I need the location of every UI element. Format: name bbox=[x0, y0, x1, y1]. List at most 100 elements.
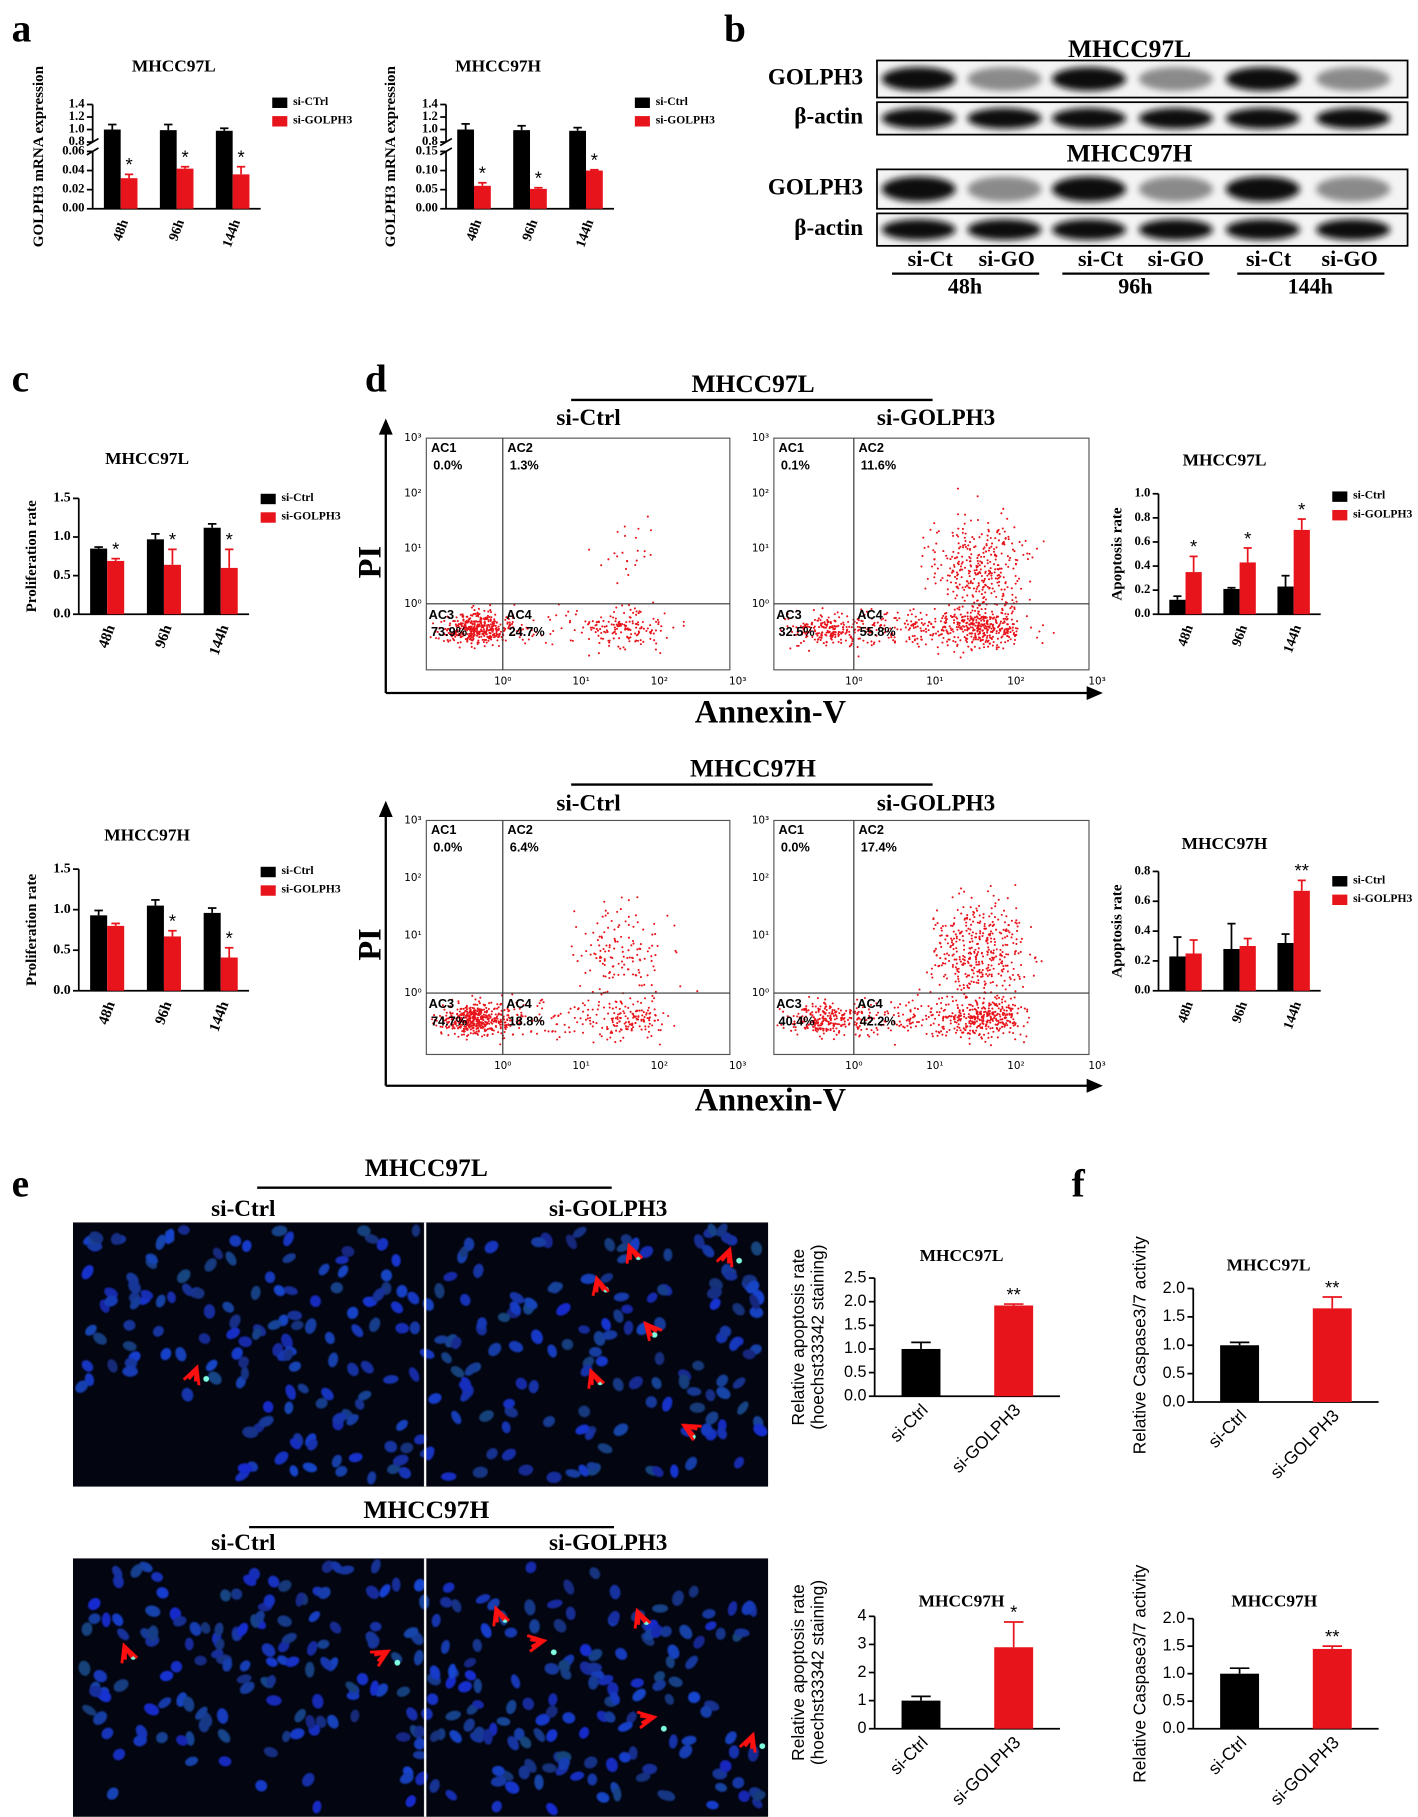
quadrant-value: 0.0% bbox=[433, 457, 462, 472]
flow-dot bbox=[484, 616, 487, 619]
flow-dot bbox=[470, 630, 473, 633]
flow-dot bbox=[958, 1015, 961, 1018]
flow-dot bbox=[1000, 954, 1004, 957]
flow-dot bbox=[611, 965, 614, 968]
nucleus bbox=[563, 1579, 575, 1595]
flow-dot bbox=[966, 914, 969, 917]
flow-dot bbox=[575, 609, 578, 612]
nucleus bbox=[578, 1464, 589, 1477]
flow-dot bbox=[482, 1019, 485, 1022]
flow-dot bbox=[1001, 951, 1004, 954]
nucleus bbox=[445, 1789, 457, 1801]
flow-dot bbox=[598, 935, 601, 938]
flow-dot bbox=[989, 567, 992, 570]
flow-dot bbox=[963, 619, 966, 622]
flow-dot bbox=[988, 1019, 991, 1022]
legend-label: si-Ctrl bbox=[1353, 873, 1386, 886]
flow-dot bbox=[452, 1025, 455, 1029]
nucleus bbox=[565, 1606, 576, 1621]
flow-dot bbox=[809, 626, 812, 629]
flow-dot bbox=[931, 638, 934, 641]
nucleus bbox=[501, 1421, 511, 1434]
flow-dot bbox=[825, 644, 828, 647]
flow-dot bbox=[908, 1020, 911, 1023]
flow-dot bbox=[791, 630, 794, 634]
flow-dot bbox=[930, 623, 933, 626]
flow-dot bbox=[994, 1017, 997, 1020]
flow-dot bbox=[988, 625, 991, 628]
flow-dot bbox=[619, 622, 622, 626]
error-bar bbox=[168, 548, 177, 565]
flow-dot bbox=[860, 619, 863, 622]
nucleus bbox=[81, 1622, 93, 1636]
nucleus bbox=[630, 1678, 644, 1688]
flow-dot bbox=[476, 627, 479, 630]
nucleus bbox=[575, 1424, 590, 1435]
flow-dot bbox=[1009, 1007, 1012, 1010]
flow-dot bbox=[969, 1003, 972, 1006]
nucleus bbox=[156, 1587, 169, 1599]
flow-dot bbox=[825, 641, 828, 644]
arrowhead bbox=[369, 1649, 391, 1668]
flow-dot bbox=[1006, 970, 1009, 973]
flow-dot bbox=[990, 959, 993, 962]
flow-dot bbox=[960, 988, 963, 991]
flow-dot bbox=[478, 1011, 481, 1014]
flow-dot bbox=[992, 949, 995, 952]
error-bar bbox=[534, 186, 543, 189]
flow-dot bbox=[978, 614, 981, 617]
flow-dot bbox=[996, 994, 999, 997]
flow-dot bbox=[820, 625, 823, 628]
nucleus bbox=[231, 1347, 243, 1360]
bar bbox=[107, 925, 125, 991]
flow-dot bbox=[967, 1016, 970, 1019]
flow-dot bbox=[841, 1023, 844, 1026]
flow-dot bbox=[638, 947, 641, 950]
nucleus bbox=[289, 1438, 301, 1450]
flow-dot bbox=[1003, 1023, 1006, 1026]
flow-dot bbox=[998, 567, 1001, 570]
flow-dot bbox=[997, 963, 1001, 966]
flow-dot bbox=[995, 546, 998, 549]
flow-dot bbox=[1019, 1033, 1022, 1036]
flow-dot bbox=[1013, 642, 1016, 645]
nucleus bbox=[218, 1756, 232, 1767]
nucleus bbox=[285, 1656, 300, 1667]
y-tick-label: 0.8 bbox=[69, 134, 85, 148]
flow-dot bbox=[960, 930, 963, 933]
nucleus bbox=[156, 1731, 168, 1744]
flow-dot bbox=[456, 1017, 459, 1020]
flow-y-tick: 10¹ bbox=[404, 543, 421, 555]
flow-dot bbox=[934, 964, 937, 967]
flow-dot bbox=[979, 920, 982, 923]
flow-dot bbox=[978, 553, 981, 556]
flow-dot bbox=[659, 1029, 662, 1032]
flow-dot bbox=[507, 617, 510, 621]
flow-dot bbox=[980, 1016, 983, 1019]
flow-dot bbox=[461, 1023, 464, 1026]
flow-y-tick: 10⁰ bbox=[404, 987, 421, 999]
flow-dot bbox=[619, 1039, 622, 1042]
flow-dot bbox=[826, 629, 829, 632]
flow-dot bbox=[601, 915, 604, 918]
flow-dot bbox=[627, 949, 630, 952]
flow-dot bbox=[602, 948, 605, 951]
flow-dot bbox=[465, 1004, 468, 1007]
flow-dot bbox=[1014, 596, 1017, 599]
flow-dot bbox=[983, 634, 986, 637]
flow-dot bbox=[967, 582, 970, 585]
flow-dot bbox=[576, 1021, 579, 1024]
flow-dot bbox=[607, 949, 610, 952]
nucleus bbox=[587, 1773, 598, 1786]
flow-dot bbox=[925, 1017, 928, 1021]
flow-dot bbox=[965, 584, 969, 587]
flow-dot bbox=[940, 563, 943, 567]
flow-dot bbox=[996, 1036, 999, 1039]
flow-dot bbox=[602, 619, 605, 623]
flow-dot bbox=[513, 633, 516, 636]
flow-dot bbox=[1000, 974, 1003, 977]
y-tick-label: 0.00 bbox=[416, 201, 438, 215]
y-tick-label: 0.5 bbox=[53, 942, 70, 957]
flow-dot bbox=[978, 647, 981, 650]
